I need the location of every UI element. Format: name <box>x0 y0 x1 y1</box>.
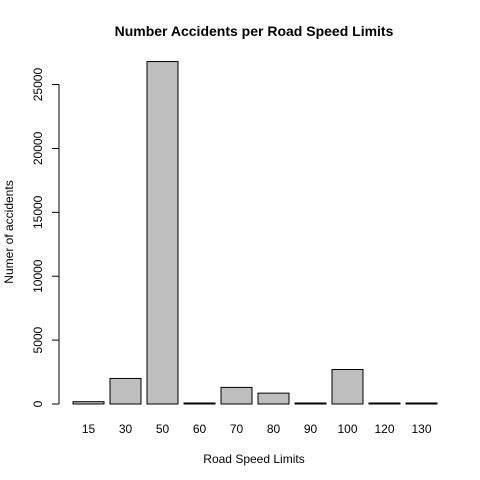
x-axis-label: Road Speed Limits <box>203 452 304 466</box>
bar-100 <box>331 369 364 405</box>
x-tick-labels: 15 30 50 60 70 80 90 100 120 130 <box>82 422 432 436</box>
bar-70 <box>220 386 253 405</box>
x-tick-label-90: 90 <box>304 422 318 436</box>
bars-group <box>72 61 438 405</box>
x-tick-label-100: 100 <box>337 422 357 436</box>
y-tick-label-10000: 10000 <box>31 259 45 293</box>
x-tick-label-80: 80 <box>267 422 281 436</box>
y-tick-label-20000: 20000 <box>31 131 45 165</box>
x-tick-label-30: 30 <box>119 422 133 436</box>
x-tick-label-50: 50 <box>156 422 170 436</box>
y-tick-label-0: 0 <box>31 400 45 407</box>
y-tick-label-15000: 15000 <box>31 195 45 229</box>
x-tick-label-60: 60 <box>193 422 207 436</box>
y-tick-label-5000: 5000 <box>31 326 45 353</box>
bar-15 <box>72 401 105 405</box>
bar-30 <box>109 377 142 405</box>
x-tick-label-130: 130 <box>411 422 431 436</box>
x-tick-label-15: 15 <box>82 422 96 436</box>
bar-80 <box>257 392 290 405</box>
bar-90 <box>294 402 327 405</box>
x-tick-label-70: 70 <box>230 422 244 436</box>
y-axis: 0 5000 10000 15000 20000 25000 <box>31 68 60 407</box>
bar-60 <box>183 402 216 405</box>
bar-120 <box>368 402 401 405</box>
y-tick-label-25000: 25000 <box>31 68 45 102</box>
y-axis-label: Numer of accidents <box>2 180 16 283</box>
bar-50 <box>146 61 179 405</box>
bar-130 <box>405 402 438 405</box>
x-tick-label-120: 120 <box>374 422 394 436</box>
chart-title: Number Accidents per Road Speed Limits <box>115 23 394 39</box>
